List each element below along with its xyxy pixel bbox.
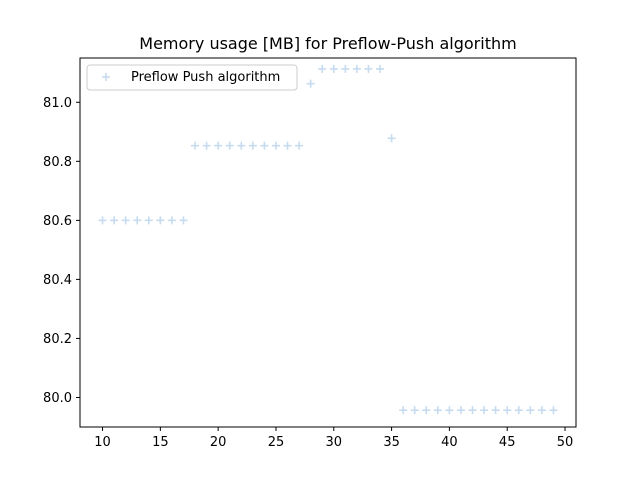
data-point [549,406,558,415]
y-tick-label: 80.2 [43,332,72,347]
data-point [480,406,489,415]
data-point [318,64,327,73]
data-point [468,406,477,415]
data-point [295,141,304,150]
data-point [503,406,512,415]
data-point [387,134,396,143]
data-point [248,141,257,150]
data-point [283,141,292,150]
y-tick-label: 81.0 [43,96,72,111]
data-point [167,216,176,225]
data-point [133,216,142,225]
data-point [329,64,338,73]
data-point [202,141,211,150]
legend-box [86,64,298,91]
data-point [214,141,223,150]
data-point [191,141,200,150]
data-point [422,406,431,415]
x-tick-label: 45 [499,435,516,450]
x-tick-label: 20 [210,435,227,450]
y-tick-label: 80.4 [43,273,72,288]
data-points [98,64,558,415]
x-tick-label: 15 [152,435,169,450]
data-point [260,141,269,150]
data-point [98,216,107,225]
y-tick-label: 80.0 [43,391,72,406]
data-point [514,406,523,415]
x-tick-label: 25 [268,435,285,450]
data-point [341,64,350,73]
chart-title: Memory usage [MB] for Preflow-Push algor… [139,34,516,53]
data-point [271,141,280,150]
legend-marker-symbol [102,73,110,81]
legend: Preflow Push algorithm [86,64,298,91]
y-tick-label: 80.8 [43,155,72,170]
x-tick-label: 35 [383,435,400,450]
data-point [526,406,535,415]
data-point [399,406,408,415]
data-point [364,64,373,73]
data-point [156,216,165,225]
data-point [376,64,385,73]
data-point [445,406,454,415]
x-tick-label: 40 [441,435,458,450]
legend-label: Preflow Push algorithm [131,70,280,85]
y-axis: 80.0 80.2 80.4 80.6 80.8 81.0 [43,96,80,406]
data-point [144,216,153,225]
legend-marker [102,73,110,81]
x-tick-label: 50 [557,435,574,450]
data-point [352,64,361,73]
x-tick-label: 10 [94,435,111,450]
data-point [225,141,234,150]
plot-frame [79,57,577,428]
data-point [121,216,130,225]
data-point [110,216,119,225]
data-point [491,406,500,415]
data-point [306,79,315,88]
data-point [237,141,246,150]
data-point [179,216,188,225]
x-axis: 10 15 20 25 30 35 40 45 50 [94,427,573,450]
y-tick-label: 80.6 [43,214,72,229]
x-tick-label: 30 [326,435,343,450]
data-point [410,406,419,415]
data-point [537,406,546,415]
data-point [456,406,465,415]
data-point [433,406,442,415]
